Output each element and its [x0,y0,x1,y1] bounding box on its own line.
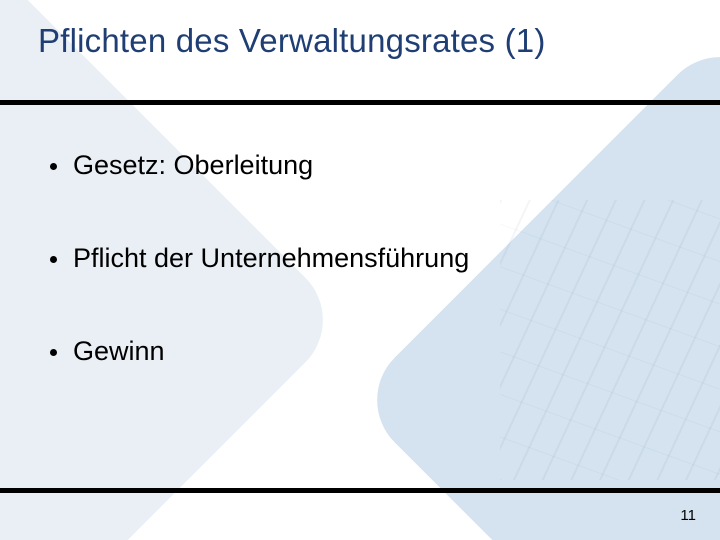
bullet-icon [50,256,57,263]
page-number: 11 [680,507,696,524]
bullet-text: Pflicht der Unternehmensführung [73,243,469,274]
divider-bottom [0,488,720,493]
bullet-icon [50,163,57,170]
bullet-text: Gesetz: Oberleitung [73,150,313,181]
list-item: Gesetz: Oberleitung [50,150,650,181]
list-item: Pflicht der Unternehmensführung [50,243,650,274]
slide-title: Pflichten des Verwaltungsrates (1) [38,22,546,60]
bullet-list: Gesetz: Oberleitung Pflicht der Unterneh… [50,150,650,429]
bullet-icon [50,349,57,356]
slide: Pflichten des Verwaltungsrates (1) Geset… [0,0,720,540]
divider-top [0,100,720,105]
list-item: Gewinn [50,336,650,367]
bullet-text: Gewinn [73,336,165,367]
